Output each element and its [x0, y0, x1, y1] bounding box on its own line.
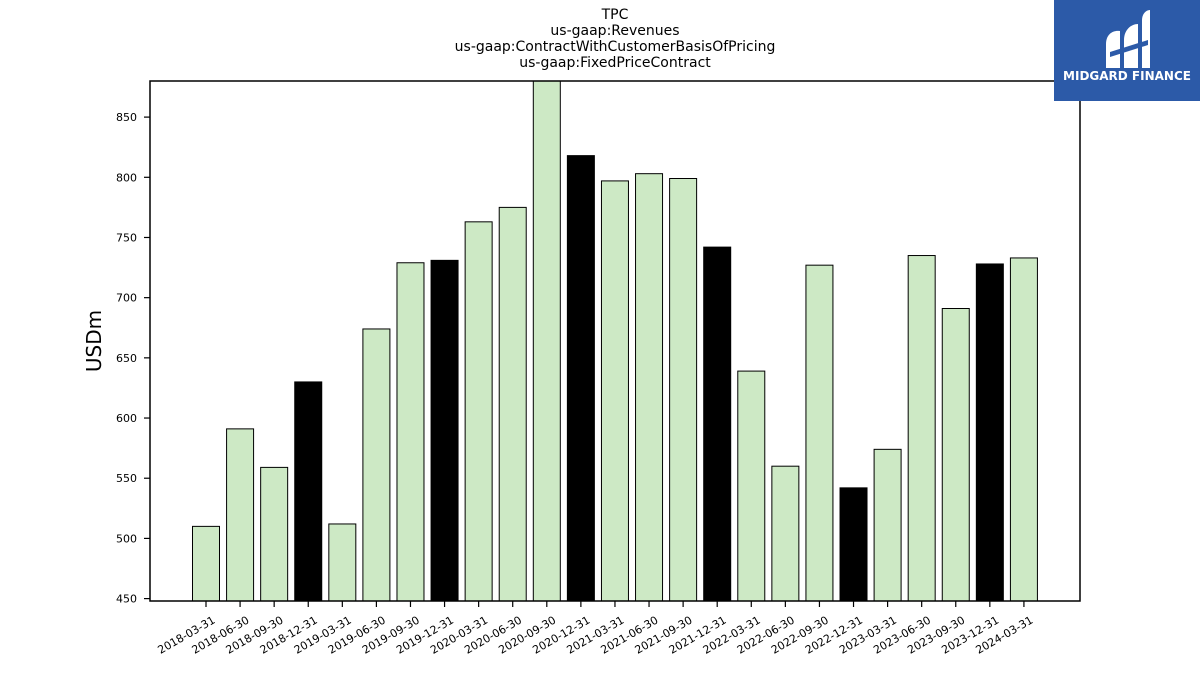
- y-tick-label: 850: [116, 111, 137, 124]
- bar-2022-09-30: [805, 264, 834, 602]
- bar-2019-03-31: [328, 523, 357, 602]
- y-tick-label: 450: [116, 593, 137, 606]
- bar-2019-06-30: [362, 328, 391, 602]
- y-tick-label: 600: [116, 412, 137, 425]
- y-tick-label: 650: [116, 352, 137, 365]
- logo-text: MIDGARD FINANCE: [1063, 69, 1191, 83]
- title-line-company: TPC: [601, 7, 629, 23]
- bar-2021-09-30: [669, 178, 698, 602]
- bar-2018-03-31: [192, 525, 220, 602]
- bar-2020-12-31: [566, 155, 595, 602]
- bar-2019-09-30: [396, 262, 425, 602]
- bar-2020-03-31: [464, 221, 493, 602]
- y-tick-label: 800: [116, 171, 137, 184]
- y-tick-label: 500: [116, 532, 137, 545]
- bar-2024-03-31: [1009, 257, 1038, 602]
- title-line-axis: us-gaap:ContractWithCustomerBasisOfPrici…: [454, 39, 776, 55]
- bar-2018-12-31: [294, 381, 323, 602]
- bar-2019-12-31: [430, 259, 459, 602]
- bar-2018-09-30: [260, 466, 289, 602]
- bars-group: [192, 80, 1038, 602]
- y-tick-label: 550: [116, 472, 137, 485]
- bar-2018-06-30: [226, 428, 255, 602]
- bar-2021-03-31: [600, 180, 629, 602]
- title-line-member: us-gaap:FixedPriceContract: [519, 55, 711, 71]
- bar-2020-06-30: [498, 206, 527, 602]
- logo-mark-icon: [1106, 10, 1150, 68]
- chart-title: TPC us-gaap:Revenues us-gaap:ContractWit…: [150, 7, 1080, 71]
- plot-frame: [149, 80, 1081, 602]
- bar-2023-06-30: [907, 255, 936, 602]
- bar-2020-09-30: [532, 80, 561, 602]
- bar-2023-03-31: [873, 448, 902, 602]
- title-line-metric: us-gaap:Revenues: [550, 23, 680, 39]
- bar-2023-09-30: [941, 308, 970, 602]
- bar-2022-12-31: [839, 487, 868, 602]
- bar-2021-06-30: [635, 173, 664, 602]
- logo: MIDGARD FINANCE: [1054, 0, 1200, 101]
- y-tick-label: 750: [116, 231, 137, 244]
- bar-2022-03-31: [737, 370, 766, 602]
- bar-2021-12-31: [703, 246, 732, 602]
- x-axis: 2018-03-312018-06-302018-09-302018-12-31…: [156, 601, 1035, 657]
- bar-2022-06-30: [771, 465, 800, 602]
- y-axis: 450 500 550 600 650 700 750 800 850: [116, 111, 150, 606]
- bar-2023-12-31: [975, 263, 1004, 602]
- y-tick-label: 700: [116, 292, 137, 305]
